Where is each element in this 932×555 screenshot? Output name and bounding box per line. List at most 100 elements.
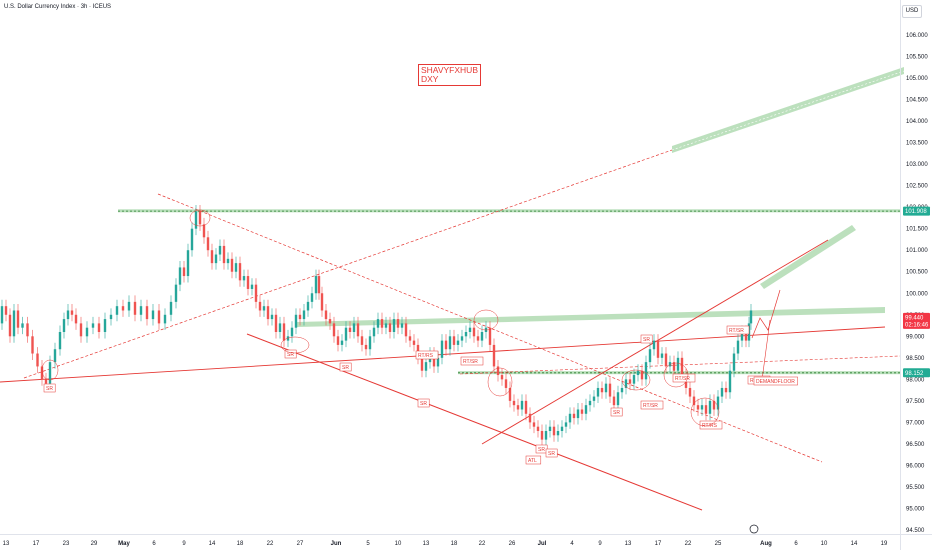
candle-body (596, 387, 600, 397)
candle-body (109, 314, 113, 320)
candle-body (488, 327, 492, 345)
annotation-label: RT/SR (643, 403, 658, 409)
candle-body (340, 340, 344, 345)
annotation-box (640, 334, 653, 344)
price-tag-label: 99.440 (905, 315, 924, 321)
y-tick-label: 100.500 (906, 270, 928, 276)
candle-body (628, 379, 632, 384)
candle-body (53, 349, 57, 363)
price-tag-countdown: 02:16:46 (905, 322, 929, 328)
time-axis-separator (0, 534, 932, 535)
candle-body (524, 400, 528, 414)
candle-body (644, 362, 648, 380)
candle-body (388, 323, 392, 332)
candle-body (708, 400, 712, 414)
y-tick-label: 105.000 (906, 76, 928, 82)
candle-body (44, 379, 48, 384)
resistance-zone (118, 209, 900, 213)
candle-body (210, 250, 214, 264)
annotation-label: RT/SR (729, 328, 744, 334)
candle-body (4, 306, 8, 315)
candle-body (652, 340, 656, 350)
candle-body (103, 319, 107, 332)
candle-body (21, 323, 24, 328)
y-tick-label: 95.500 (906, 485, 925, 491)
candle-body (169, 301, 173, 315)
candle-body (640, 370, 644, 380)
candle-body (492, 344, 496, 367)
candle-body (127, 301, 131, 311)
y-tick-label: 101.500 (906, 227, 928, 233)
price-tag (903, 368, 930, 378)
candle-body (668, 362, 672, 367)
candle-body (692, 396, 696, 406)
candle-body (282, 323, 286, 341)
candle-body (528, 413, 532, 423)
x-tick-label: 9 (598, 541, 602, 547)
candle-body (294, 314, 298, 328)
highlight-ellipse (473, 309, 499, 331)
candle-body (580, 409, 584, 414)
candle-body (520, 400, 524, 410)
candle-body (302, 310, 306, 320)
highlight-ellipse (189, 209, 211, 227)
candle-body (258, 301, 262, 311)
annotation-label: RT/RS (418, 353, 434, 359)
y-tick-label: 104.500 (906, 98, 928, 104)
upper-channel-midline (671, 70, 905, 151)
candle-body (352, 323, 356, 332)
price-tag-label: 98.152 (905, 371, 924, 377)
candle-body (26, 323, 29, 337)
candle-body (274, 314, 278, 332)
x-tick-label: 14 (851, 541, 858, 547)
symbol-title[interactable]: U.S. Dollar Currency Index · 3h · ICEUS (4, 4, 112, 10)
annotation-label: SR (46, 386, 53, 392)
x-tick-label: 22 (685, 541, 692, 547)
supply-zone (297, 307, 885, 327)
candle-body (632, 375, 636, 384)
candle-body (592, 396, 596, 401)
candle-body (40, 366, 44, 380)
candle-body (636, 370, 640, 376)
price-tag (903, 312, 930, 329)
candle-body (194, 211, 198, 229)
clock-icon (749, 524, 759, 534)
candle-body (133, 301, 137, 315)
candle-body (656, 340, 660, 358)
x-tick-label: 6 (152, 541, 156, 547)
y-tick-label: 105.500 (906, 55, 928, 61)
candle-body (544, 431, 548, 440)
annotation-box (415, 350, 439, 360)
candle-body (448, 336, 452, 350)
y-tick-label: 96.000 (906, 463, 925, 469)
y-tick-label: 94.500 (906, 528, 925, 534)
lower-descending-trendline (246, 333, 703, 511)
currency-label[interactable]: USD (902, 5, 922, 18)
target-zone (760, 225, 856, 289)
candle-body (480, 332, 484, 341)
candle-body (0, 306, 4, 324)
candle-body (186, 250, 190, 277)
candle-body (310, 293, 314, 302)
candle-body (392, 319, 396, 332)
candle-body (396, 319, 400, 328)
candle-body (588, 400, 592, 406)
candle-body (660, 353, 664, 358)
candle-body (290, 327, 294, 337)
candle-body (576, 409, 580, 419)
candle-body (476, 336, 480, 341)
y-tick-label: 101.000 (906, 248, 928, 254)
annotation-box (339, 362, 352, 372)
candle-body (704, 405, 708, 414)
x-tick-label: 10 (821, 541, 828, 547)
candle-body (182, 267, 186, 277)
x-tick-label: Jun (331, 541, 342, 547)
candle-body (672, 362, 676, 371)
brand-line-2: DXY (421, 74, 439, 84)
annotation-label: ATL (528, 458, 537, 464)
candle-body (368, 336, 372, 350)
candle-body (648, 349, 652, 363)
candle-body (332, 323, 336, 337)
